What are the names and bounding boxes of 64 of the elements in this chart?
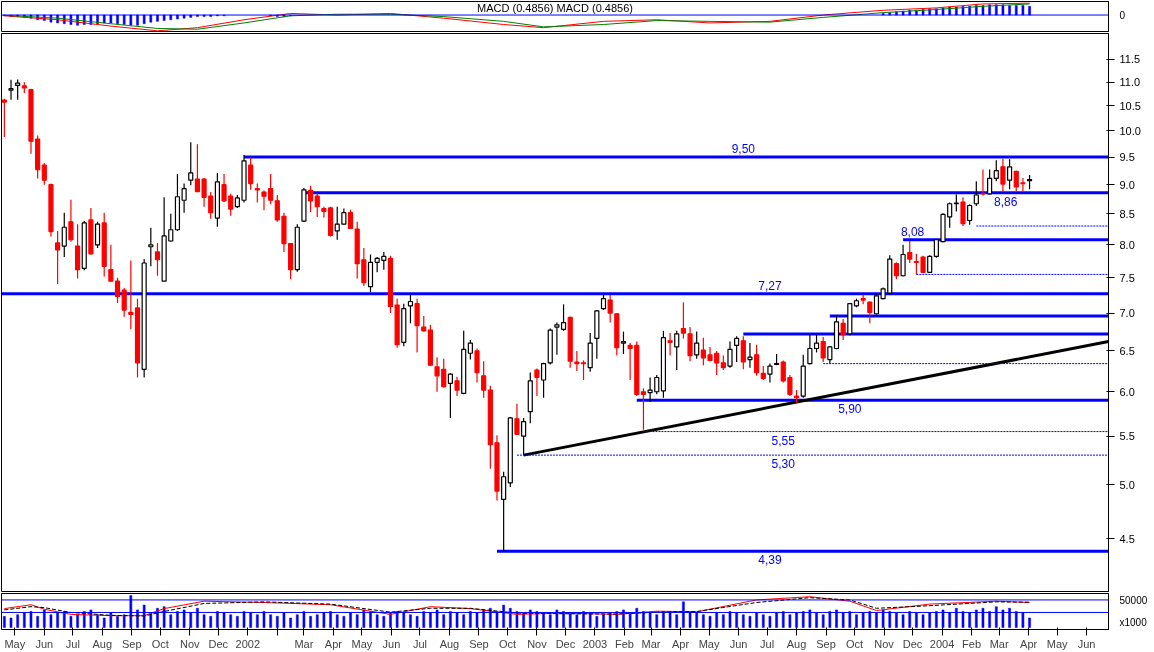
- y-tick-label: 5.0: [1119, 478, 1135, 491]
- y-tick-label: 8.5: [1119, 207, 1135, 220]
- x-tick-label: Oct: [498, 637, 517, 650]
- y-tick-label: 6.5: [1119, 344, 1135, 357]
- x-tick-label: Jul: [412, 637, 427, 650]
- x-tick-label: Feb: [614, 637, 634, 650]
- y-tick-label: 9.5: [1119, 151, 1135, 164]
- x-tick-label: May: [1046, 637, 1069, 650]
- y-tick-label: 10.5: [1119, 99, 1141, 112]
- y-tick-label: 11.5: [1119, 53, 1141, 66]
- x-tick-label: Nov: [527, 637, 548, 650]
- y-tick-label: 7.0: [1119, 307, 1135, 320]
- annotation: 8,08: [900, 224, 925, 239]
- annotation: 8,86: [994, 194, 1018, 209]
- x-tick-label: Sep: [816, 637, 836, 650]
- x-tick-label: May: [351, 637, 373, 650]
- x-tick-label: Oct: [846, 637, 864, 650]
- annotation: 5,30: [771, 457, 796, 472]
- y-tick-label: 9.0: [1119, 178, 1135, 191]
- x-tick-label: Jun: [1077, 637, 1096, 650]
- text: 50000: [1119, 595, 1148, 607]
- annotation: 7,27: [758, 278, 782, 293]
- y-tick-label: 8.0: [1119, 238, 1135, 251]
- x-tick-label: Aug: [439, 637, 460, 650]
- x-tick-label: Dec: [555, 637, 576, 650]
- x-tick-label: Aug: [786, 637, 807, 650]
- y-tick-label: 5.5: [1119, 430, 1135, 443]
- x-tick-label: Mar: [641, 637, 661, 650]
- x-tick-label: Jun: [35, 637, 54, 650]
- annotation: 9,50: [731, 142, 756, 157]
- x-tick-label: Jul: [65, 637, 80, 650]
- x-tick-label: Sep: [469, 637, 489, 650]
- x-tick-label: May: [698, 637, 720, 650]
- text: x1000: [1119, 616, 1148, 628]
- annotation: 5,90: [838, 402, 862, 417]
- annotation: 4,39: [758, 553, 782, 568]
- x-tick-label: Nov: [180, 637, 201, 650]
- chart-title: MACD (0.4856) MACD (0.4856): [477, 1, 633, 14]
- x-tick-label: Apr: [671, 637, 690, 650]
- y-tick-label: 4.5: [1119, 532, 1135, 545]
- annotation: 5,55: [771, 433, 796, 448]
- x-tick-label: Mar: [294, 637, 314, 650]
- x-tick-label: Jun: [382, 637, 401, 650]
- y-tick-label: 10.0: [1119, 124, 1141, 137]
- y-tick-label: 11.0: [1119, 76, 1141, 89]
- x-tick-label: Dec: [902, 637, 923, 650]
- x-tick-label: Apr: [1020, 637, 1038, 650]
- x-tick-label: Mar: [989, 637, 1009, 650]
- x-tick-label: 2004: [929, 637, 955, 650]
- x-tick-label: Sep: [122, 637, 142, 650]
- ref-line-label: 0: [1119, 10, 1126, 22]
- x-tick-label: Dec: [208, 637, 229, 650]
- x-tick-label: May: [4, 637, 26, 650]
- x-tick-label: Oct: [151, 637, 169, 650]
- x-tick-label: Jun: [729, 637, 748, 650]
- x-tick-label: 2003: [582, 637, 608, 650]
- x-tick-label: Nov: [874, 637, 895, 650]
- x-tick-label: Aug: [92, 637, 113, 650]
- x-tick-label: 2002: [235, 637, 261, 650]
- x-tick-label: Feb: [962, 637, 982, 650]
- x-tick-label: Jul: [760, 637, 775, 650]
- y-tick-label: 6.0: [1119, 385, 1135, 398]
- x-tick-label: Apr: [324, 637, 343, 650]
- y-tick-label: 7.5: [1119, 271, 1135, 284]
